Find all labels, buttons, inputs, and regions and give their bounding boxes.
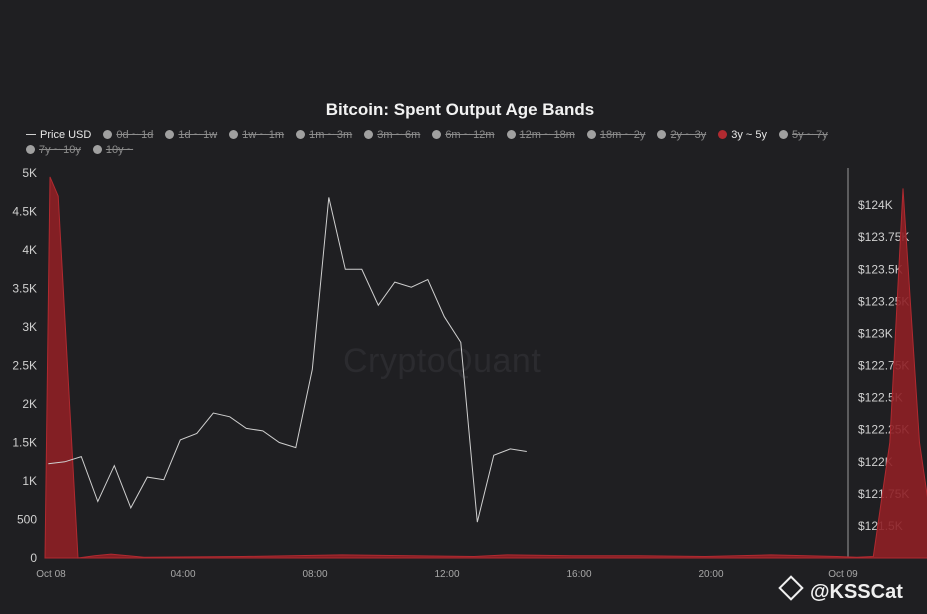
x-tick-label: Oct 09 <box>828 569 858 580</box>
legend-item-2y-3y[interactable]: 2y ~ 3y <box>657 128 706 143</box>
chart-title: Bitcoin: Spent Output Age Bands <box>325 100 595 119</box>
legend-item-12m-18m[interactable]: 12m ~ 18m <box>506 128 575 143</box>
y-left-tick-label: 2.5K <box>12 359 37 373</box>
legend-item-5y-7y[interactable]: 5y ~ 7y <box>779 128 828 143</box>
diamond-logo-icon <box>778 575 804 601</box>
circle-icon <box>26 145 35 154</box>
x-tick-label: 20:00 <box>698 569 723 580</box>
attribution: @KSSCat <box>778 575 903 604</box>
y-right-tick-label: $123.5K <box>858 262 903 276</box>
circle-icon <box>779 130 788 139</box>
legend-item-1w-1m[interactable]: 1w ~ 1m <box>229 128 284 143</box>
y-left-tick-label: 3.5K <box>12 282 37 296</box>
x-tick-label: 16:00 <box>566 569 591 580</box>
legend: Price USD 0d ~ 1d 1d ~ 1w 1w ~ 1m 1m ~ 3m 3m … <box>26 128 916 158</box>
legend-item-price-usd[interactable]: Price USD <box>26 128 91 143</box>
circle-icon <box>165 130 175 139</box>
x-tick-label: 12:00 <box>434 569 459 580</box>
x-tick-label: Oct 08 <box>36 569 66 580</box>
circle-icon <box>586 130 596 139</box>
circle-icon <box>718 130 728 139</box>
legend-row-1: Price USD 0d ~ 1d 1d ~ 1w 1w ~ 1m 1m ~ 3m 3m … <box>26 128 916 143</box>
y-left-tick-label: 1K <box>22 474 37 488</box>
y-right-tick-label: $123K <box>858 326 893 340</box>
watermark: CryptoQuant <box>343 342 542 380</box>
circle-icon <box>92 145 102 154</box>
legend-item-10y[interactable]: 10y ~ <box>92 143 133 158</box>
legend-item-7y-10y[interactable]: 7y ~ 10y <box>26 143 81 158</box>
attribution-text: @KSSCat <box>810 581 903 603</box>
y-left-tick-label: 1.5K <box>12 436 37 450</box>
legend-item-1m-3m[interactable]: 1m ~ 3m <box>296 128 352 143</box>
legend-item-0d-1d[interactable]: 0d ~ 1d <box>103 128 153 143</box>
circle-icon <box>103 130 113 139</box>
y-left-tick-label: 4.5K <box>12 205 37 219</box>
circle-icon <box>364 130 374 139</box>
y-left-tick-label: 2K <box>22 397 37 411</box>
circle-icon <box>657 130 667 139</box>
legend-item-3y-5y[interactable]: 3y ~ 5y <box>718 128 767 143</box>
y-left-tick-label: 4K <box>22 243 37 257</box>
circle-icon <box>432 130 442 139</box>
y-right-tick-label: $122K <box>858 455 893 469</box>
series-line-price-usd <box>48 197 527 523</box>
legend-item-3m-6m[interactable]: 3m ~ 6m <box>364 128 420 143</box>
x-tick-label: 04:00 <box>170 569 195 580</box>
y-left-tick-label: 3K <box>22 320 37 334</box>
legend-item-1d-1w[interactable]: 1d ~ 1w <box>165 128 217 143</box>
circle-icon <box>229 130 239 139</box>
line-marker-icon <box>26 134 36 135</box>
y-right-tick-label: $123.75K <box>858 230 909 244</box>
x-tick-label: 08:00 <box>302 569 327 580</box>
y-left-tick-label: 500 <box>17 513 37 527</box>
y-left-tick-label: 0 <box>30 551 37 565</box>
legend-item-18m-2y[interactable]: 18m ~ 2y <box>586 128 645 143</box>
y-right-tick-label: $124K <box>858 198 893 212</box>
legend-item-6m-12m[interactable]: 6m ~ 12m <box>432 128 495 143</box>
circle-icon <box>296 130 306 139</box>
y-left-tick-label: 5K <box>22 166 37 180</box>
series-area-3y-5y <box>44 176 927 559</box>
circle-icon <box>506 130 516 139</box>
legend-row-2: 7y ~ 10y 10y ~ <box>26 143 916 158</box>
